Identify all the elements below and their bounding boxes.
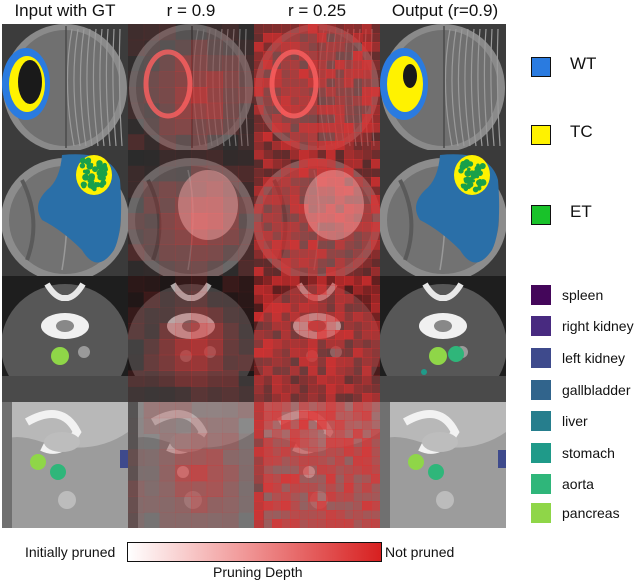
column-title-r025: r = 0.25	[287, 1, 347, 20]
legend-label-liver: liver	[562, 413, 588, 429]
legend-swatch-spleen	[531, 285, 551, 305]
column-title-output: Output (r=0.9)	[391, 1, 499, 20]
legend-swatch-stomach	[531, 443, 551, 463]
brain-axial-r025-image	[254, 24, 380, 150]
legend-label-right-kidney: right kidney	[562, 318, 634, 334]
abdomen-upper-r025-image	[254, 276, 380, 402]
legend-swatch-liver	[531, 411, 551, 431]
legend-swatch-et	[531, 205, 551, 225]
legend-label-pancreas: pancreas	[562, 505, 620, 521]
legend-swatch-gallbladder	[531, 380, 551, 400]
legend-label-left-kidney: left kidney	[562, 350, 626, 366]
brain-axial-output-image	[380, 24, 506, 150]
abdomen-lower-r09-image	[128, 402, 254, 528]
pruning-depth-colorbar	[127, 542, 382, 562]
brain-axial-input-image	[2, 24, 128, 150]
abdomen-upper-input-image	[2, 276, 128, 402]
colorbar-left-label: Initially pruned	[25, 544, 116, 560]
legend-swatch-aorta	[531, 474, 551, 494]
legend-label-stomach: stomach	[562, 445, 615, 461]
abdomen-lower-input-image	[2, 402, 128, 528]
legend-label-tc: TC	[570, 122, 593, 141]
colorbar-right-label: Not pruned	[385, 544, 455, 560]
brain-axial-r09-image	[128, 24, 254, 150]
abdomen-lower-r025-image	[254, 402, 380, 528]
legend-label-gallbladder: gallbladder	[562, 382, 631, 398]
brain-coronal-output-image	[380, 150, 506, 276]
legend-swatch-right-kidney	[531, 316, 551, 336]
legend-label-wt: WT	[570, 54, 597, 73]
abdomen-upper-r09-image	[128, 276, 254, 402]
brain-coronal-r09-image	[128, 150, 254, 276]
abdomen-upper-output-image	[380, 276, 506, 402]
column-title-r09: r = 0.9	[166, 1, 216, 20]
abdomen-lower-output-image	[380, 402, 506, 528]
legend-label-spleen: spleen	[562, 287, 604, 303]
colorbar-title: Pruning Depth	[213, 564, 303, 580]
legend-label-aorta: aorta	[562, 476, 594, 492]
legend-swatch-tc	[531, 125, 551, 145]
column-title-input: Input with GT	[14, 1, 116, 20]
brain-coronal-input-image	[2, 150, 128, 276]
brain-coronal-r025-image	[254, 150, 380, 276]
legend-label-et: ET	[570, 202, 592, 221]
legend-swatch-left-kidney	[531, 348, 551, 368]
legend-swatch-wt	[531, 57, 551, 77]
legend-swatch-pancreas	[531, 503, 551, 523]
